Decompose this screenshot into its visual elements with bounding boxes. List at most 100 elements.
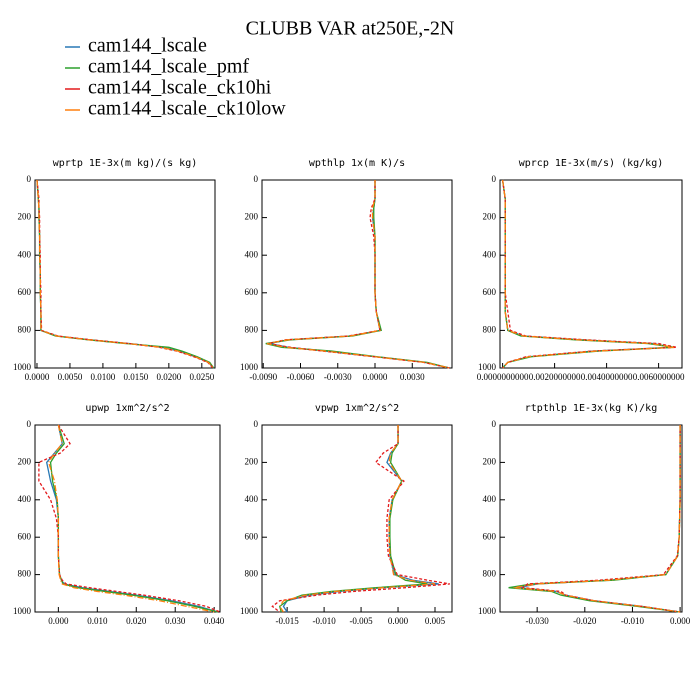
profile-line [513,425,681,613]
y-tick-label: 200 [18,456,32,466]
y-tick-label: 1000 [13,362,32,372]
profile-line [36,179,215,369]
y-tick-label: 0 [492,419,497,429]
x-tick-label: 0.010 [87,616,108,626]
y-tick-label: 800 [245,569,259,579]
plot-frame [34,424,221,613]
y-tick-label: 1000 [478,362,497,372]
y-tick-label: 200 [245,456,259,466]
plot-frame [499,179,683,369]
y-tick-label: 1000 [240,606,259,616]
x-tick-label: 0.030 [165,616,186,626]
x-tick-label: -0.005 [349,616,373,626]
x-tick-label: 0.040 [204,616,225,626]
x-tick-label: 0.0000 [25,372,50,382]
x-tick-label: 0.0000000000 [477,372,529,382]
x-tick-label: -0.010 [312,616,336,626]
x-tick-label: 0.005 [425,616,446,626]
legend-label: cam144_lscale_pmf [88,56,249,78]
profile-line [278,425,436,613]
x-tick-label: 0.0100 [91,372,116,382]
profile-line [36,179,214,369]
x-tick-label: 0.0060000000 [633,372,685,382]
y-tick-label: 400 [245,249,259,259]
profile-line [36,179,215,369]
plot-frame [499,424,683,613]
legend-label: cam144_lscale_ck10hi [88,77,272,99]
y-tick-label: 400 [483,494,497,504]
x-tick-label: -0.020 [573,616,597,626]
profile-line [282,425,439,613]
plot-frame [261,179,453,369]
y-tick-label: 600 [245,287,259,297]
y-tick-label: 600 [18,287,32,297]
x-tick-label: 0.020 [126,616,147,626]
legend-label: cam144_lscale_ck10low [88,98,286,120]
y-tick-label: 0 [492,174,497,184]
y-tick-label: 800 [18,324,32,334]
y-tick-label: 600 [483,531,497,541]
profile-line [266,180,450,369]
legend-label: cam144_lscale [88,35,207,57]
x-tick-label: 0.0200 [156,372,181,382]
x-tick-label: 0.0020000000 [529,372,581,382]
y-tick-label: 0 [27,174,32,184]
x-tick-label: -0.0090 [249,372,277,382]
y-tick-label: 600 [18,531,32,541]
chart-title: wprtp 1E-3x(m kg)/(s kg) [53,158,198,169]
profile-line [36,179,215,369]
y-tick-label: 400 [18,494,32,504]
y-tick-label: 200 [483,212,497,222]
x-tick-label: -0.030 [526,616,550,626]
profile-line [508,425,681,613]
y-tick-label: 200 [245,212,259,222]
y-tick-label: 800 [483,324,497,334]
profile-line [265,180,450,369]
chart-title: vpwp 1xm^2/s^2 [315,403,399,414]
x-tick-label: -0.0030 [324,372,352,382]
profile-line [268,180,450,369]
x-tick-label: -0.010 [621,616,645,626]
y-tick-label: 400 [245,494,259,504]
x-tick-label: 0.0030 [400,372,425,382]
y-tick-label: 400 [18,249,32,259]
chart-title: wprcp 1E-3x(m/s) (kg/kg) [519,158,664,169]
x-tick-label: 0.000 [388,616,409,626]
y-tick-label: 800 [18,569,32,579]
y-tick-label: 0 [254,419,259,429]
x-tick-label: 0.0040000000 [581,372,633,382]
plot-frame [261,424,453,613]
x-tick-label: 0.0050 [58,372,83,382]
y-tick-label: 0 [254,174,259,184]
profile-line [49,424,219,613]
plot-frame [34,179,216,369]
y-tick-label: 400 [483,249,497,259]
y-tick-label: 1000 [240,362,259,372]
y-tick-label: 600 [245,531,259,541]
chart-title: rtpthlp 1E-3x(kg K)/kg [525,403,657,414]
x-tick-label: -0.0060 [287,372,315,382]
x-tick-label: -0.015 [276,616,300,626]
profile-line [38,424,221,613]
y-tick-label: 0 [27,419,32,429]
y-tick-label: 200 [483,456,497,466]
profile-line [271,425,450,613]
y-tick-label: 600 [483,287,497,297]
y-tick-label: 1000 [13,606,32,616]
y-tick-label: 1000 [478,606,497,616]
profile-line [47,424,215,613]
x-tick-label: 0.000 [48,616,69,626]
y-tick-label: 200 [18,212,32,222]
x-tick-label: 0.0250 [189,372,214,382]
profile-line [45,424,219,613]
profile-line [501,179,675,369]
chart-title: wpthlp 1x(m K)/s [309,158,405,169]
x-tick-label: 0.0000 [363,372,388,382]
figure-title: CLUBB VAR at250E,-2N [246,18,455,40]
x-tick-label: 0.000 [670,616,691,626]
chart-title: upwp 1xm^2/s^2 [85,403,169,414]
x-tick-label: 0.0150 [124,372,149,382]
y-tick-label: 800 [245,324,259,334]
y-tick-label: 800 [483,569,497,579]
